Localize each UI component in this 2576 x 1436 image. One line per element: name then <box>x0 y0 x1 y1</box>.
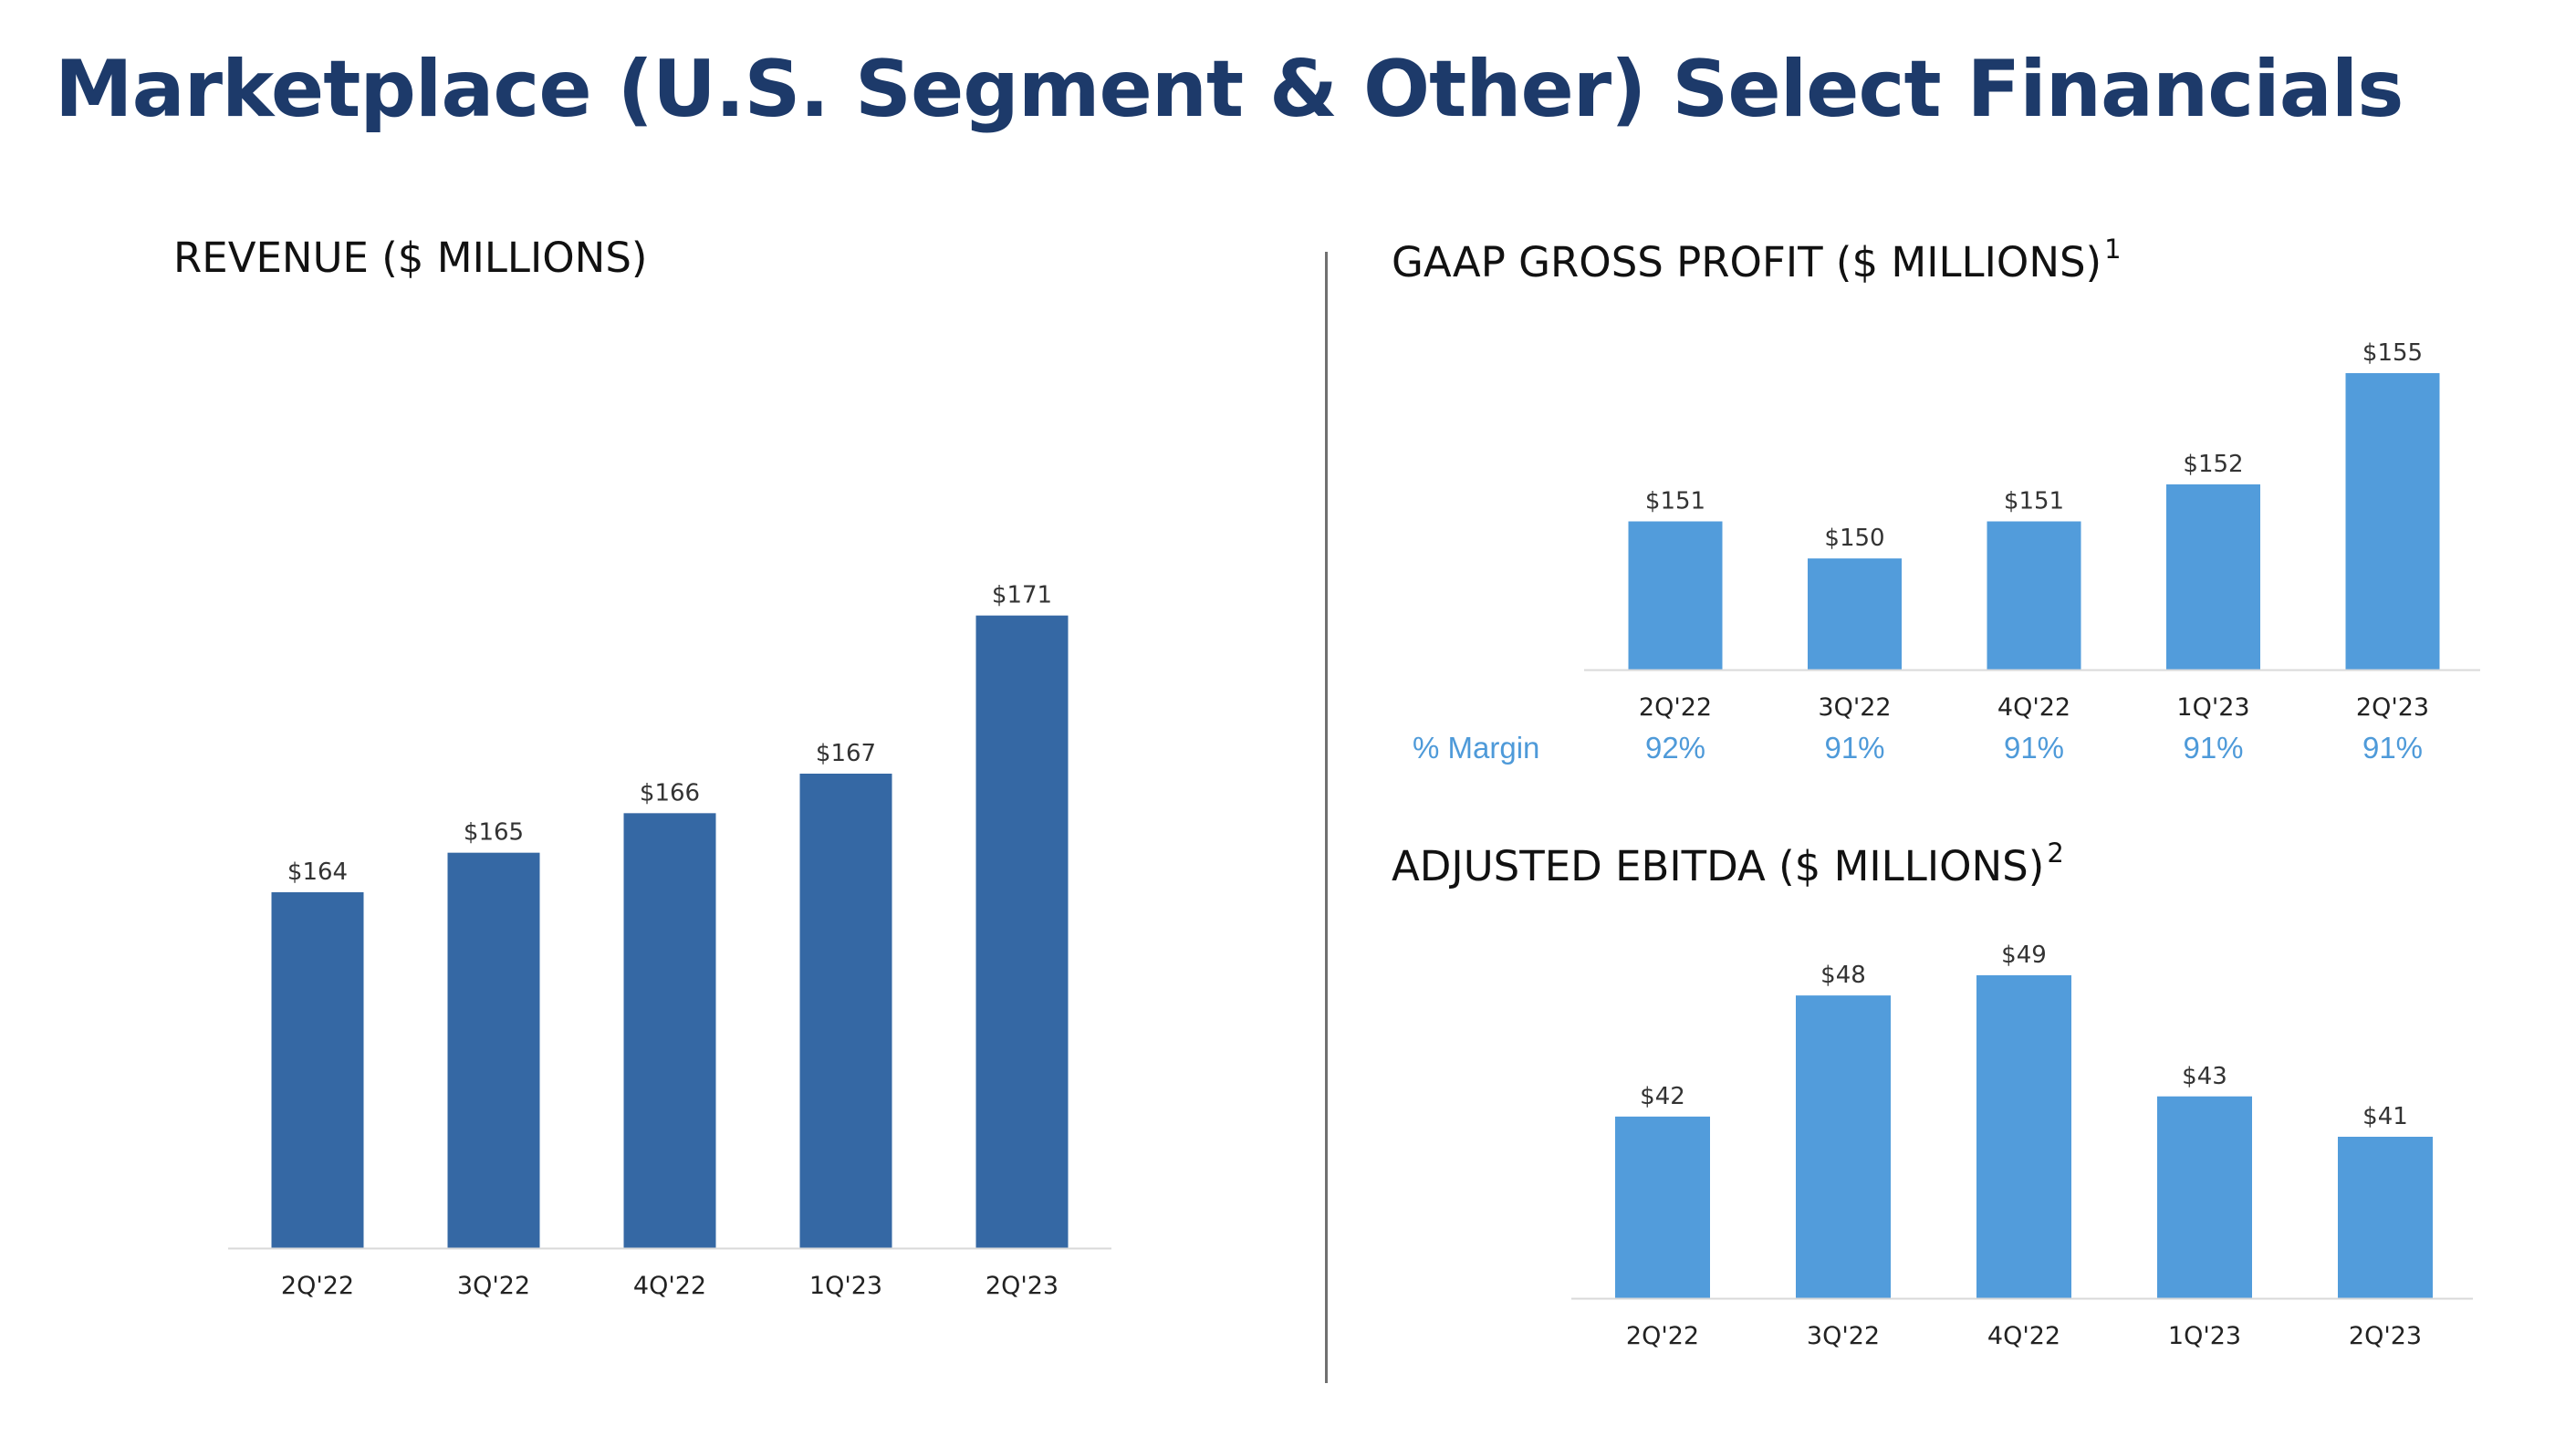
gross-profit-tick-label: 2Q'23 <box>2356 693 2429 722</box>
ebitda-tick-label: 4Q'22 <box>1987 1322 2060 1350</box>
ebitda-title-text: ADJUSTED EBITDA ($ MILLIONS) <box>1392 842 2045 890</box>
ebitda-data-label: $42 <box>1640 1083 1685 1110</box>
revenue-tick-label: 1Q'23 <box>809 1272 882 1300</box>
gross-profit-tick-label: 3Q'22 <box>1818 693 1891 722</box>
margin-value: 91% <box>2003 731 2065 765</box>
ebitda-chart-title: ADJUSTED EBITDA ($ MILLIONS) 2 <box>1392 838 2064 890</box>
ebitda-data-label: $48 <box>1820 962 1866 989</box>
revenue-bar <box>975 615 1069 1248</box>
gross-profit-tick-label: 1Q'23 <box>2176 693 2249 722</box>
margin-value: 92% <box>1644 731 1706 765</box>
ebitda-bar <box>2338 1137 2433 1298</box>
gross-profit-bar <box>2345 373 2440 670</box>
gross-profit-data-label: $155 <box>2362 339 2423 367</box>
gross-profit-chart-title: GAAP GROSS PROFIT ($ MILLIONS) 1 <box>1392 234 2122 286</box>
revenue-tick-label: 2Q'23 <box>986 1272 1059 1300</box>
gross-profit-bar <box>1808 558 1902 670</box>
margin-value: 91% <box>1824 731 1885 765</box>
revenue-chart-title: REVENUE ($ MILLIONS) <box>173 234 647 282</box>
ebitda-bar <box>1976 975 2071 1298</box>
revenue-tick-label: 2Q'22 <box>281 1272 354 1300</box>
gross-profit-title-text: GAAP GROSS PROFIT ($ MILLIONS) <box>1392 238 2102 286</box>
ebitda-chart: $42 2Q'22 $48 3Q'22 $49 4Q'22 $43 1Q'23 $41 2Q'23 <box>1571 942 2473 1350</box>
gross-profit-data-label: $152 <box>2183 451 2243 478</box>
gross-profit-data-label: $150 <box>1824 525 1884 552</box>
revenue-data-label: $166 <box>640 779 700 806</box>
ebitda-tick-label: 3Q'22 <box>1807 1322 1880 1350</box>
ebitda-bar <box>1796 995 1891 1298</box>
section-divider <box>1325 252 1328 1383</box>
revenue-data-label: $167 <box>816 740 876 767</box>
ebitda-data-label: $43 <box>2182 1063 2227 1090</box>
page-title: Marketplace (U.S. Segment & Other) Selec… <box>55 44 2404 135</box>
revenue-data-label: $165 <box>464 819 524 847</box>
revenue-title-text: REVENUE ($ MILLIONS) <box>173 234 648 282</box>
revenue-chart: $164 2Q'22 $165 3Q'22 $166 4Q'22 $167 1Q'23 $171… <box>228 582 1111 1300</box>
margin-row-label: % Margin <box>1413 731 1540 765</box>
revenue-data-label: $164 <box>287 858 348 886</box>
gross-profit-footnote: 1 <box>2104 234 2122 265</box>
gross-profit-tick-label: 2Q'22 <box>1639 693 1712 722</box>
gross-profit-tick-label: 4Q'22 <box>1997 693 2070 722</box>
gross-profit-data-label: $151 <box>1645 488 1705 515</box>
ebitda-tick-label: 1Q'23 <box>2168 1322 2241 1350</box>
revenue-data-label: $171 <box>992 582 1052 609</box>
margin-value: 91% <box>2362 731 2424 765</box>
ebitda-data-label: $41 <box>2362 1103 2408 1130</box>
ebitda-footnote: 2 <box>2047 838 2064 869</box>
revenue-tick-label: 4Q'22 <box>633 1272 706 1300</box>
revenue-bar <box>799 774 892 1248</box>
margin-value: 91% <box>2183 731 2244 765</box>
ebitda-tick-label: 2Q'23 <box>2349 1322 2422 1350</box>
ebitda-bar <box>2157 1096 2252 1298</box>
revenue-bar <box>623 813 716 1248</box>
ebitda-data-label: $49 <box>2001 942 2047 969</box>
ebitda-tick-label: 2Q'22 <box>1626 1322 1699 1350</box>
gross-profit-bar <box>1628 521 1723 670</box>
gross-profit-data-label: $151 <box>2004 488 2064 515</box>
gross-profit-bar <box>1987 521 2081 670</box>
revenue-bar <box>271 892 364 1248</box>
gross-profit-bar <box>2166 484 2260 670</box>
revenue-bar <box>447 852 540 1248</box>
gross-profit-chart: $151 2Q'22 $150 3Q'22 $151 4Q'22 $152 1Q'23 $155… <box>1584 339 2480 722</box>
revenue-tick-label: 3Q'22 <box>457 1272 530 1300</box>
ebitda-bar <box>1615 1116 1710 1298</box>
